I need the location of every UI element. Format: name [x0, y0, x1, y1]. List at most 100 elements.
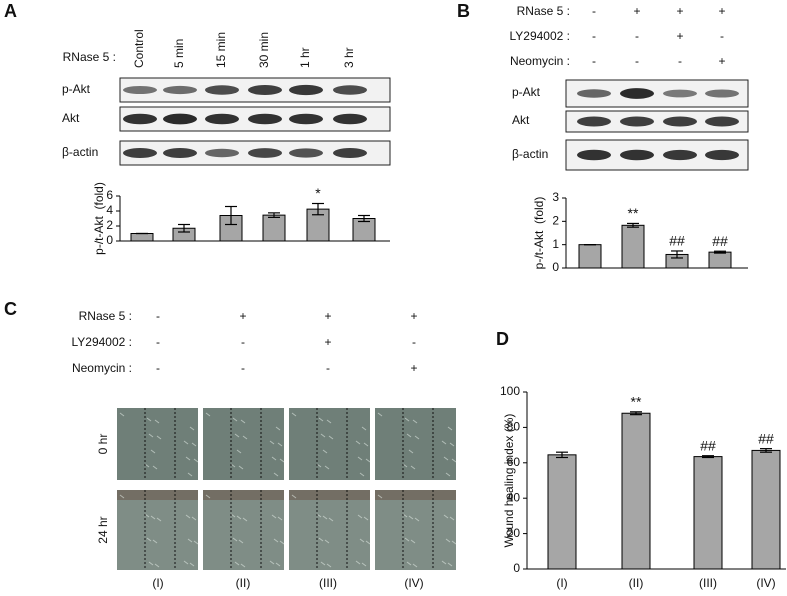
bar: [621, 224, 645, 269]
cell-texture: [193, 540, 199, 545]
blot-band: [333, 85, 367, 95]
cell-texture: [279, 458, 285, 463]
cell-texture: [322, 515, 328, 520]
cell-texture: [408, 449, 414, 454]
cell-texture: [236, 515, 242, 520]
blot-band: [705, 149, 739, 161]
treatment-label: Neomycin :: [510, 54, 570, 68]
cell-texture: [441, 560, 447, 565]
panel-label: D: [496, 329, 509, 349]
cell-texture: [404, 537, 410, 542]
cell-texture: [320, 433, 326, 438]
blot-label: Akt: [512, 113, 530, 127]
cell-texture: [377, 494, 383, 499]
cell-texture: [234, 433, 240, 438]
y-tick-label: 4: [106, 203, 113, 217]
treatment-sign: -: [241, 361, 245, 375]
y-tick-label: 40: [507, 490, 521, 504]
micrograph-edge: [289, 490, 370, 500]
cell-texture: [357, 514, 363, 519]
y-tick-label: 2: [106, 218, 113, 232]
treatment-sign: -: [156, 309, 160, 323]
micrograph: [203, 408, 284, 480]
x-tick-label: (I): [556, 576, 567, 590]
cell-texture: [361, 426, 367, 431]
treatment-sign: -: [156, 361, 160, 375]
cell-texture: [441, 440, 447, 445]
y-tick-label: 20: [507, 526, 521, 540]
cell-texture: [402, 513, 408, 518]
cell-texture: [152, 539, 158, 544]
cell-texture: [324, 465, 330, 470]
blot-band: [577, 89, 611, 98]
y-tick-label: 0: [106, 233, 113, 247]
treatment-sign: -: [720, 29, 724, 43]
treatment-sign: -: [635, 29, 639, 43]
bar: [130, 233, 154, 242]
treatment-sign: +: [718, 4, 725, 18]
treatment-label: RNase 5 :: [79, 309, 132, 323]
cell-texture: [230, 513, 236, 518]
cell-texture: [269, 440, 275, 445]
treatment-sign: -: [326, 361, 330, 375]
blot-label: Akt: [62, 111, 80, 125]
treatment-sign: +: [676, 4, 683, 18]
bar: [578, 244, 602, 269]
micrograph: [117, 490, 198, 570]
treatment-label: RNase 5 :: [63, 50, 116, 64]
cell-texture: [355, 440, 361, 445]
treatment-label: Neomycin :: [72, 361, 132, 375]
panel-label: B: [457, 1, 470, 21]
cell-texture: [119, 412, 125, 417]
cell-texture: [320, 561, 326, 566]
treatment-sign: +: [676, 29, 683, 43]
cell-texture: [414, 517, 420, 522]
micrograph-edge: [375, 490, 456, 500]
significance: **: [631, 394, 642, 410]
y-tick-label: 2: [552, 214, 559, 228]
cell-texture: [291, 412, 297, 417]
blot-band: [205, 148, 239, 158]
blot-band: [205, 85, 239, 95]
bar: [547, 454, 577, 570]
cell-texture: [359, 472, 365, 477]
blot-band: [123, 148, 157, 158]
y-tick-label: 3: [552, 190, 559, 204]
treatment-sign: +: [324, 335, 331, 349]
treatment-sign: -: [592, 54, 596, 68]
blot-band: [620, 88, 654, 99]
cell-texture: [451, 540, 457, 545]
blot-band: [205, 113, 239, 125]
x-tick-label: 15 min: [214, 32, 228, 68]
blot-band: [123, 86, 157, 94]
micrograph: [375, 408, 456, 480]
y-axis-label: p-/t-Akt (fold): [532, 197, 546, 270]
cell-texture: [148, 561, 154, 566]
cell-texture: [183, 560, 189, 565]
significance: *: [315, 185, 321, 201]
micrograph: [289, 490, 370, 570]
blot-band: [577, 116, 611, 127]
cell-texture: [271, 514, 277, 519]
blot-label: β-actin: [512, 147, 548, 161]
cell-texture: [412, 563, 418, 568]
blot-band: [663, 116, 697, 127]
cell-texture: [150, 515, 156, 520]
bar: [708, 251, 732, 269]
cell-texture: [326, 419, 332, 424]
cell-texture: [275, 562, 281, 567]
treatment-sign: +: [633, 4, 640, 18]
cell-texture: [156, 517, 162, 522]
significance: ##: [669, 233, 685, 249]
treatment-sign: +: [410, 361, 417, 375]
cell-texture: [273, 538, 279, 543]
column-label: (I): [152, 576, 163, 590]
treatment-sign: -: [241, 335, 245, 349]
cell-texture: [152, 465, 158, 470]
cell-texture: [154, 419, 160, 424]
cell-texture: [359, 538, 365, 543]
cell-texture: [187, 472, 193, 477]
y-axis-label: Wound healing index (%): [502, 414, 516, 548]
blot-band: [333, 113, 367, 125]
cell-texture: [361, 562, 367, 567]
